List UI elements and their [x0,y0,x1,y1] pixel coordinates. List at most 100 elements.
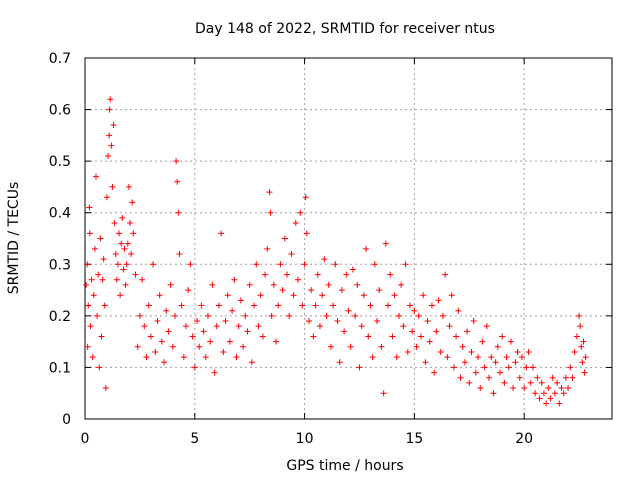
data-point [281,235,288,242]
data-point [141,323,148,330]
data-point [417,333,424,340]
data-point [187,261,194,268]
data-point [486,374,493,381]
data-point [257,292,264,299]
data-point [461,359,468,366]
data-point [110,122,117,129]
data-point [413,343,420,350]
data-point [363,245,370,252]
y-tick-label: 0.5 [49,154,71,170]
data-point [207,338,214,345]
data-point [360,292,367,299]
data-point [356,364,363,371]
data-point [422,359,429,366]
data-point [409,328,416,335]
data-point [457,374,464,381]
y-tick-label: 0.4 [49,206,71,222]
x-tick-label: 10 [296,431,314,447]
data-point [450,364,457,371]
data-point [562,374,569,381]
data-point [374,318,381,325]
data-point [547,395,554,402]
data-point [266,189,273,196]
data-point [145,302,152,309]
data-point [565,385,572,392]
data-point [378,343,385,350]
data-point [385,302,392,309]
data-point [523,364,530,371]
y-tick-label: 0.3 [49,257,71,273]
data-point [279,287,286,294]
data-point [455,307,462,314]
data-point [299,302,306,309]
data-point [554,379,561,386]
data-point [176,250,183,257]
data-point [577,323,584,330]
data-point [275,302,282,309]
data-point [319,292,326,299]
data-point [468,348,475,355]
data-point [87,323,94,330]
data-point [120,266,127,273]
data-point [143,354,150,361]
y-tick-label: 0 [62,412,71,428]
data-point [466,379,473,386]
data-point [371,261,378,268]
x-axis-label: GPS time / hours [286,458,403,474]
data-point [442,271,449,278]
data-point [579,359,586,366]
data-point [116,230,123,237]
data-point [88,276,95,283]
data-point [154,318,161,325]
data-point [147,333,154,340]
data-point [341,328,348,335]
data-point [302,194,309,201]
data-point [127,220,134,227]
data-point [444,354,451,361]
data-point [114,261,121,268]
data-point [163,307,170,314]
data-point [123,261,130,268]
data-point [172,312,179,319]
data-point [358,323,365,330]
data-point [231,276,238,283]
data-point [578,343,585,350]
data-point [102,385,109,392]
data-point [549,374,556,381]
data-point [481,364,488,371]
data-point [505,364,512,371]
data-point [100,256,107,263]
data-point [92,173,99,180]
data-point [576,312,583,319]
data-point [89,354,96,361]
data-point [369,354,376,361]
data-point [183,323,190,330]
data-point [237,297,244,304]
data-point [354,281,361,288]
data-point [124,240,131,247]
data-point [119,214,126,221]
data-point [380,390,387,397]
data-point [573,333,580,340]
y-tick-label: 0.1 [49,360,71,376]
data-point [270,281,277,288]
data-point [459,343,466,350]
plot-frame [84,57,613,420]
data-point [330,302,337,309]
y-tick-label: 0.2 [49,309,71,325]
data-point [220,348,227,355]
data-point [448,292,455,299]
data-point [527,379,534,386]
data-point [242,312,249,319]
data-point [499,333,506,340]
data-point [84,261,91,268]
data-point [196,343,203,350]
data-point [534,374,541,381]
data-point [343,271,350,278]
data-point [415,312,422,319]
data-point [94,312,101,319]
data-point [108,142,115,149]
data-points [83,96,589,407]
data-point [284,271,291,278]
data-point [431,369,438,376]
